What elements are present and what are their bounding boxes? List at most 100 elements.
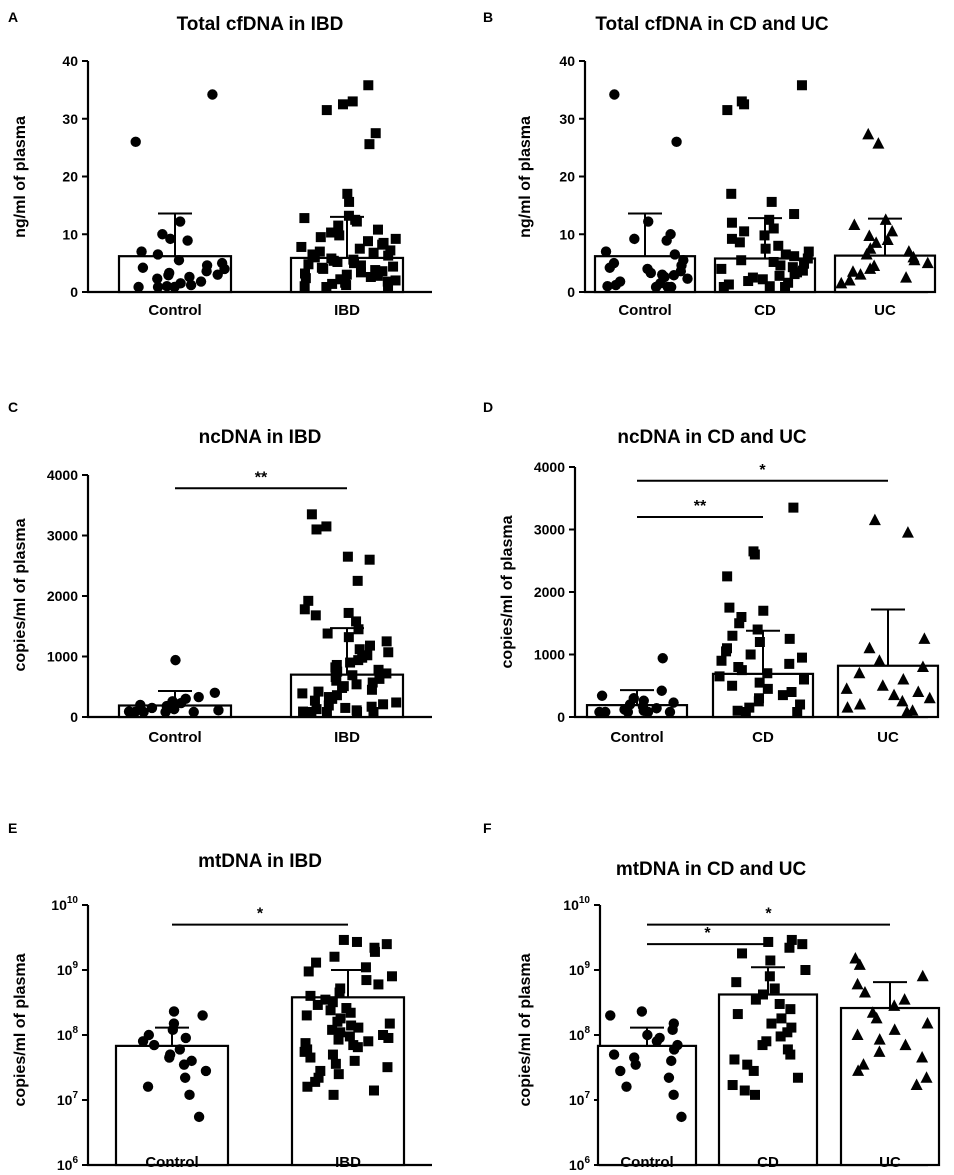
data-point xyxy=(385,245,396,256)
data-point xyxy=(862,127,875,140)
data-point xyxy=(334,230,345,241)
data-point xyxy=(354,243,365,254)
data-point xyxy=(795,699,806,710)
data-point xyxy=(373,979,384,990)
data-point xyxy=(174,216,186,227)
data-point xyxy=(391,697,402,708)
y-tick-label: 107 xyxy=(569,1090,591,1108)
data-point xyxy=(666,1055,677,1067)
panel-label: D xyxy=(483,399,493,415)
data-point xyxy=(727,630,738,641)
category-label: Control xyxy=(148,729,201,746)
data-point xyxy=(309,252,320,263)
data-point xyxy=(789,209,800,220)
data-point xyxy=(775,1031,786,1042)
data-point xyxy=(219,263,230,275)
data-point xyxy=(303,966,314,977)
data-point xyxy=(739,226,750,237)
data-point xyxy=(200,1065,212,1077)
data-point xyxy=(351,936,362,947)
data-point xyxy=(600,706,611,718)
data-point xyxy=(900,271,913,283)
data-point xyxy=(724,602,735,613)
data-point xyxy=(604,262,615,273)
data-point xyxy=(784,633,795,644)
data-point xyxy=(668,1089,679,1101)
data-point xyxy=(732,1009,743,1020)
panel-label: A xyxy=(8,9,18,25)
data-point xyxy=(663,1072,675,1083)
data-point xyxy=(341,280,352,291)
series-control xyxy=(596,1006,698,1167)
data-point xyxy=(873,1045,886,1057)
data-point xyxy=(369,946,380,957)
data-point xyxy=(912,685,925,697)
data-point xyxy=(758,605,769,616)
data-point xyxy=(853,698,866,710)
data-point xyxy=(768,223,779,234)
data-point xyxy=(776,1013,787,1024)
y-tick-label: 1000 xyxy=(534,647,565,663)
data-point xyxy=(753,696,764,707)
data-point xyxy=(774,998,785,1009)
data-point xyxy=(923,691,936,704)
data-point xyxy=(668,697,679,708)
significance-label: * xyxy=(765,906,772,923)
data-point xyxy=(888,999,901,1011)
data-point xyxy=(327,1049,338,1060)
data-point xyxy=(757,989,768,1000)
data-point xyxy=(301,1010,312,1021)
data-point xyxy=(306,707,317,717)
data-point xyxy=(846,265,859,277)
data-point xyxy=(142,1081,154,1092)
data-point xyxy=(908,253,921,266)
data-point xyxy=(766,196,777,207)
series-control xyxy=(585,653,689,719)
data-point xyxy=(163,270,174,281)
category-label: CD xyxy=(757,1154,779,1171)
data-point xyxy=(899,1038,912,1051)
data-point xyxy=(780,282,791,292)
chart-title: Total cfDNA in CD and UC xyxy=(595,14,829,35)
data-point xyxy=(349,258,360,269)
data-point xyxy=(732,705,743,716)
data-point xyxy=(193,1111,205,1123)
data-point xyxy=(754,637,765,647)
data-point xyxy=(347,96,358,107)
data-point xyxy=(302,1081,313,1092)
data-point xyxy=(642,1029,653,1041)
data-point xyxy=(320,994,331,1005)
data-point xyxy=(916,660,929,672)
data-point xyxy=(803,246,814,257)
data-point xyxy=(757,274,768,285)
data-point xyxy=(161,281,173,292)
data-point xyxy=(381,668,392,679)
data-point xyxy=(180,1032,192,1044)
data-point xyxy=(916,969,929,982)
series-ibd xyxy=(289,509,405,719)
data-point xyxy=(605,1010,616,1021)
data-point xyxy=(338,934,349,945)
data-point xyxy=(602,281,613,292)
y-tick-label: 4000 xyxy=(47,467,78,483)
data-point xyxy=(300,1038,311,1049)
data-point xyxy=(752,624,763,635)
y-axis-label: copies/ml of plasma xyxy=(12,518,29,671)
data-point xyxy=(382,1062,393,1073)
data-point xyxy=(137,262,149,273)
panel-label: E xyxy=(8,820,17,836)
data-point xyxy=(133,281,144,293)
data-point xyxy=(682,273,693,284)
data-point xyxy=(664,706,676,718)
data-point xyxy=(355,267,366,278)
data-point xyxy=(333,1034,344,1045)
data-point xyxy=(367,677,378,688)
data-point xyxy=(362,650,373,661)
data-point xyxy=(608,1049,620,1060)
series-control xyxy=(593,89,697,294)
data-point xyxy=(344,1031,355,1042)
data-point xyxy=(334,987,345,998)
